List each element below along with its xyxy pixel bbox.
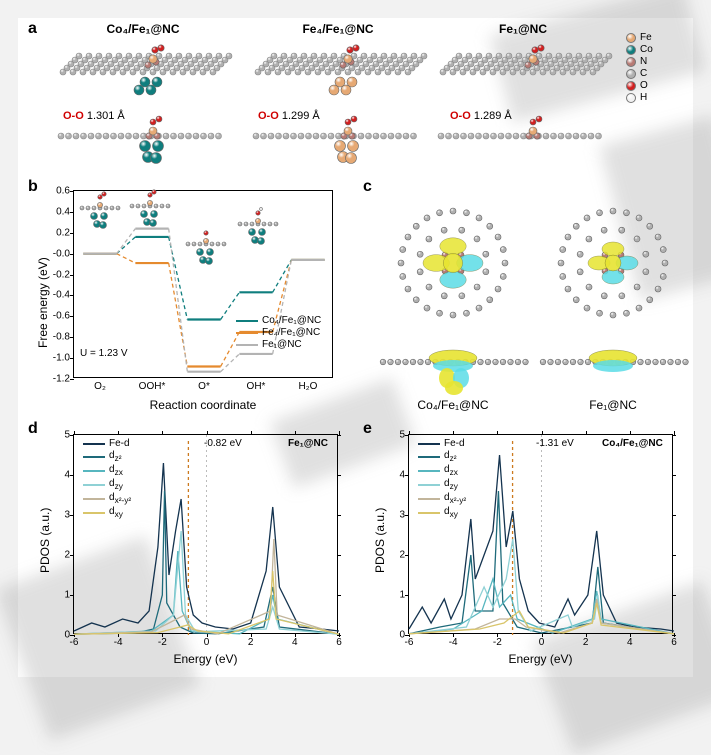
c-right-label: Fe₁@NC xyxy=(533,398,693,412)
e-legend: Fe-ddz²dzxdzydx²-y²dxy xyxy=(418,438,466,520)
legend-item: H xyxy=(626,92,653,103)
cdd-top-right xyxy=(533,188,693,338)
col-title-1: Fe₄/Fe₁@NC xyxy=(253,22,423,36)
legend-item: dzy xyxy=(83,478,131,491)
model-persp-1 xyxy=(248,38,428,98)
legend-item: dz² xyxy=(83,450,131,463)
legend-item: dxy xyxy=(83,506,131,519)
legend-item: C xyxy=(626,68,653,79)
d-xlabel: Energy (eV) xyxy=(73,652,338,666)
cdd-side-left xyxy=(373,338,533,393)
e-title: Co₄/Fe₁@NC xyxy=(602,438,663,449)
legend-item: dx²-y² xyxy=(83,492,131,505)
legend-item: N xyxy=(626,56,653,67)
panel-a-label: a xyxy=(28,20,37,38)
legend-item: Fe-d xyxy=(418,438,466,449)
legend-item: dx²-y² xyxy=(418,492,466,505)
d-ylabel: PDOS (a.u.) xyxy=(38,508,52,573)
model-persp-2 xyxy=(433,38,613,98)
figure-container: a Co₄/Fe₁@NC Fe₄/Fe₁@NC Fe₁@NC FeCoNCOH … xyxy=(18,18,693,677)
cdd-top-left xyxy=(373,188,533,338)
legend-item: dzx xyxy=(418,464,466,477)
b-xlabel: Reaction coordinate xyxy=(73,398,333,412)
d-title: Fe₁@NC xyxy=(288,438,328,449)
model-side-0 xyxy=(53,112,233,172)
element-legend: FeCoNCOH xyxy=(626,32,653,104)
legend-item: dzx xyxy=(83,464,131,477)
panel-c-label: c xyxy=(363,178,372,196)
panel-d-label: d xyxy=(28,420,38,438)
e-xlabel: Energy (eV) xyxy=(408,652,673,666)
legend-item: dz² xyxy=(418,450,466,463)
col-title-0: Co₄/Fe₁@NC xyxy=(58,22,228,36)
cdd-side-right xyxy=(533,338,693,393)
b-legend: Co₄/Fe₁@NCFe₄/Fe₁@NCFe₁@NC xyxy=(236,315,321,351)
b-ylabel: Free energy (eV) xyxy=(36,257,50,348)
legend-item: Fe₁@NC xyxy=(236,339,321,350)
legend-item: dzy xyxy=(418,478,466,491)
legend-item: Fe₄/Fe₁@NC xyxy=(236,327,321,338)
legend-item: Co₄/Fe₁@NC xyxy=(236,315,321,326)
e-annot: -1.31 eV xyxy=(536,438,574,449)
col-title-2: Fe₁@NC xyxy=(438,22,608,36)
legend-item: O xyxy=(626,80,653,91)
model-side-1 xyxy=(248,112,428,172)
d-legend: Fe-ddz²dzxdzydx²-y²dxy xyxy=(83,438,131,520)
legend-item: Fe xyxy=(626,32,653,43)
legend-item: Fe-d xyxy=(83,438,131,449)
model-side-2 xyxy=(433,112,613,172)
b-insets xyxy=(78,190,338,290)
model-persp-0 xyxy=(53,38,233,98)
b-potential: U = 1.23 V xyxy=(80,348,128,359)
legend-item: Co xyxy=(626,44,653,55)
e-ylabel: PDOS (a.u.) xyxy=(373,508,387,573)
d-annot: -0.82 eV xyxy=(204,438,242,449)
legend-item: dxy xyxy=(418,506,466,519)
panel-e-label: e xyxy=(363,420,372,438)
c-left-label: Co₄/Fe₁@NC xyxy=(373,398,533,412)
panel-b-label: b xyxy=(28,178,38,196)
